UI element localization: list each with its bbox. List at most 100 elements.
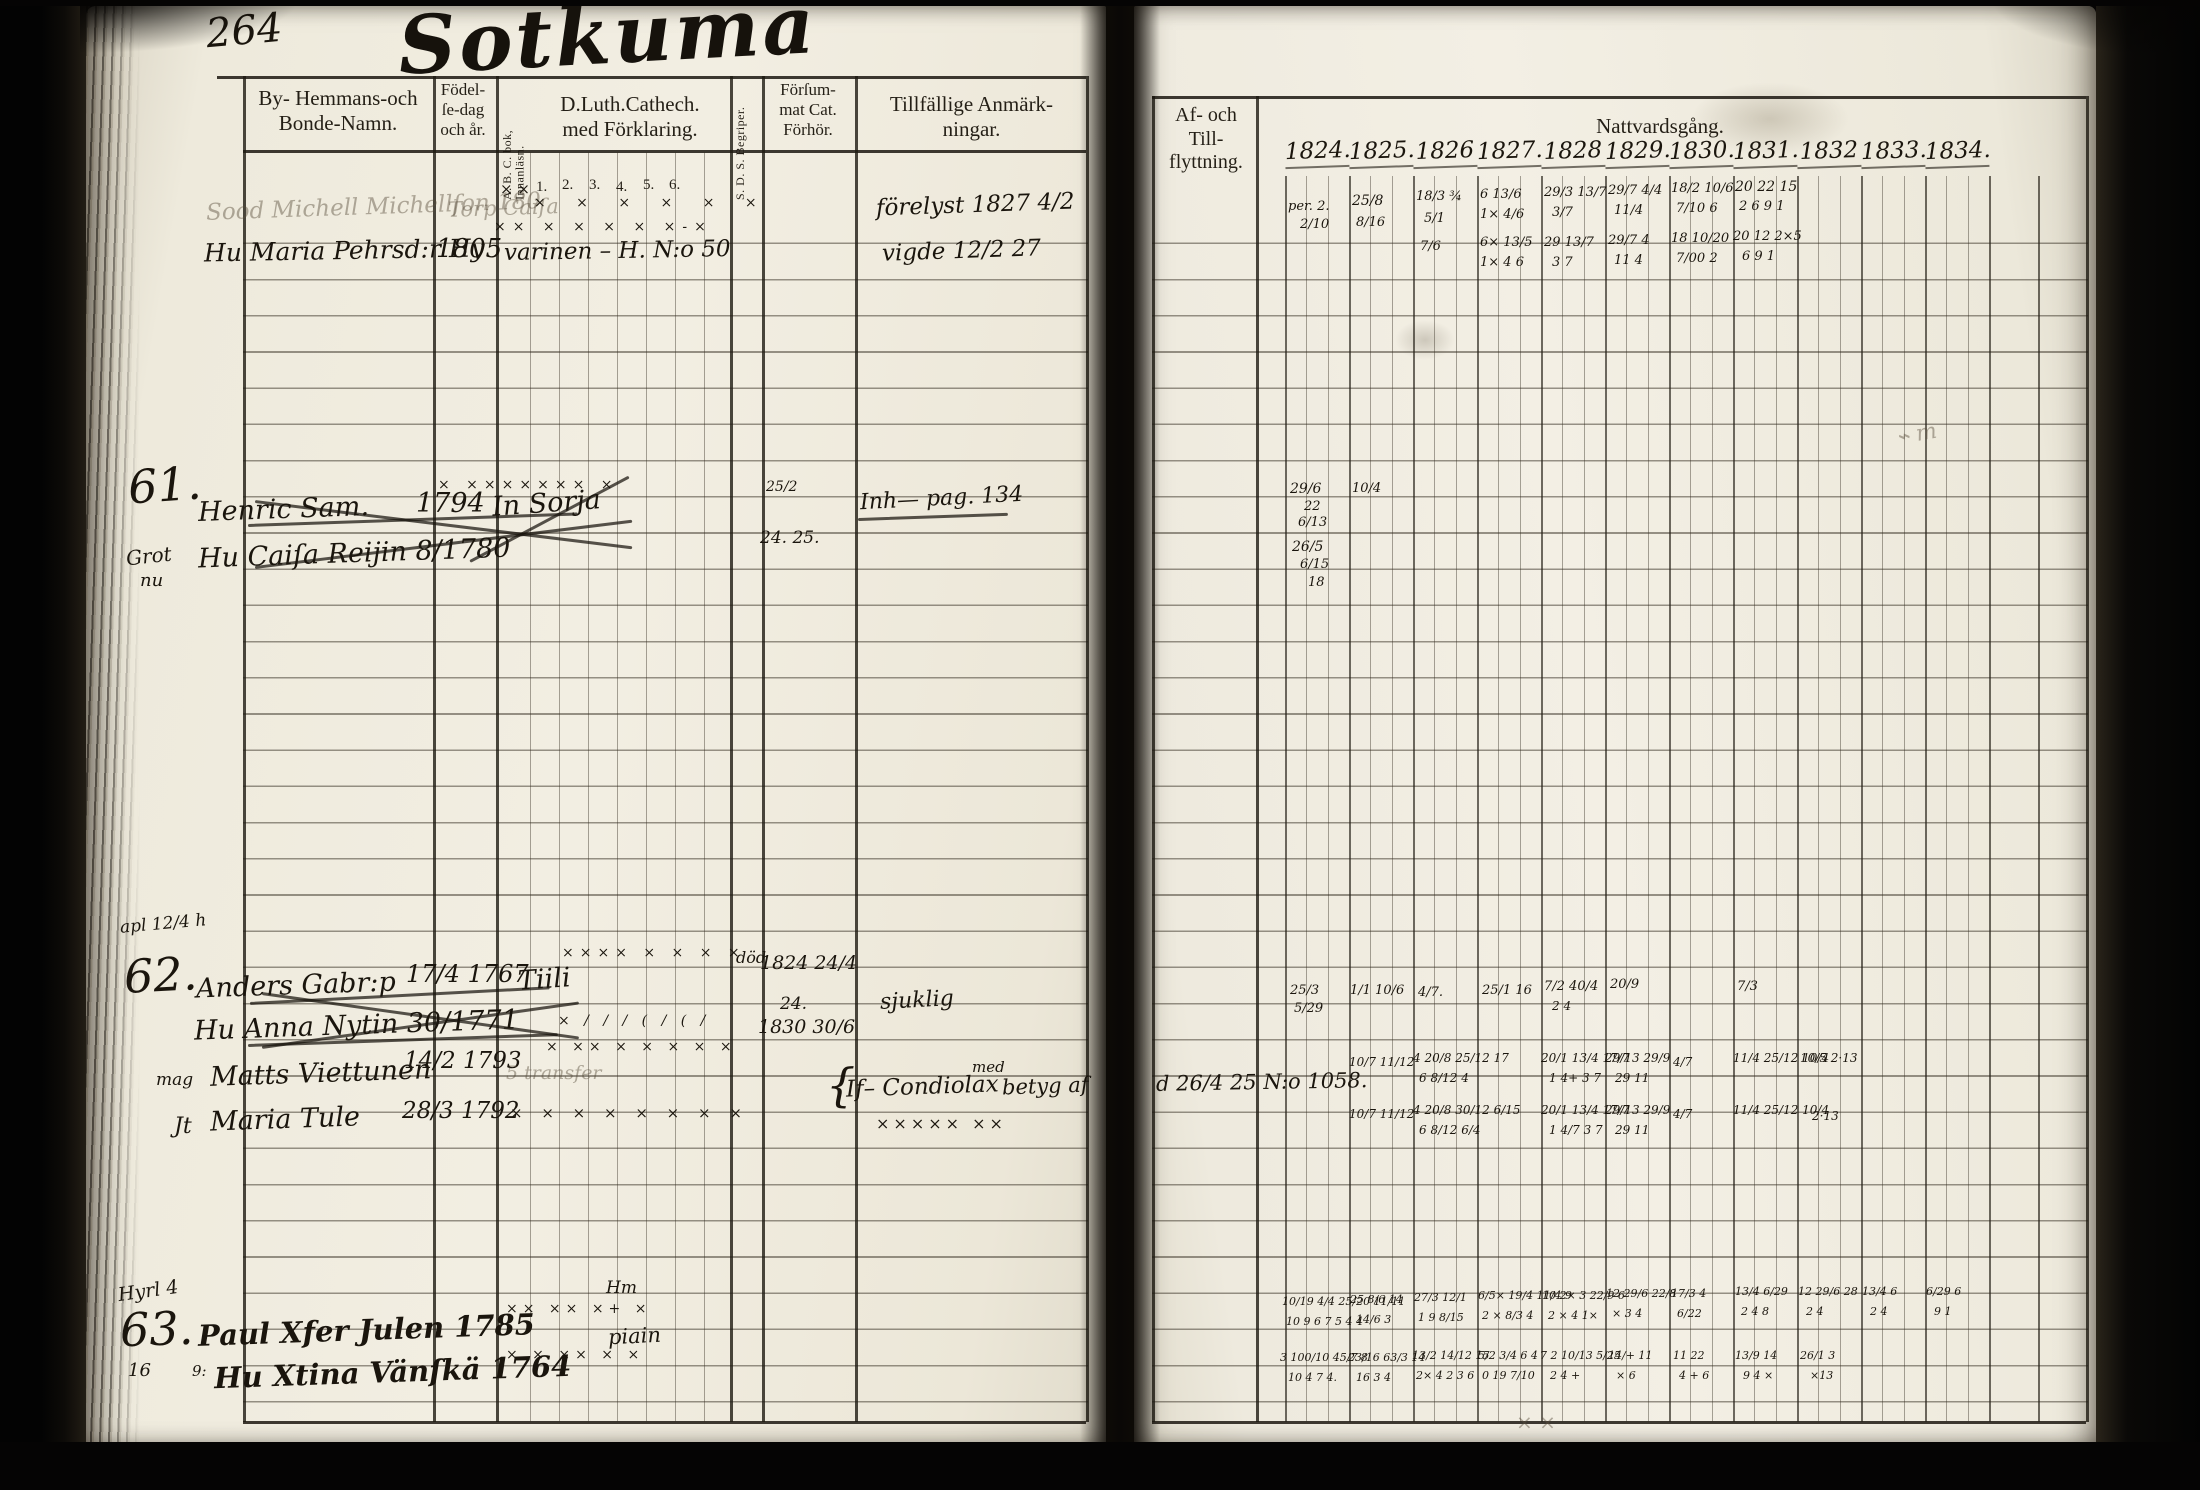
table-rule-vertical	[855, 76, 858, 1422]
communion-1828: 1 4+ 3 7	[1549, 1071, 1602, 1085]
communion-1829: 29/7 4/4	[1608, 183, 1663, 198]
communion-1826: 1 9 8/15	[1418, 1311, 1464, 1324]
entry-62-dau: Maria Tule	[209, 1101, 361, 1138]
col-header-name: By- Hemmans-och Bonde-Namn.	[258, 86, 418, 135]
communion-1829: 20/9	[1610, 977, 1640, 992]
communion-1828: 7/2 40/4	[1544, 979, 1599, 994]
catechism-marks: ×× × × × × ×-×	[494, 219, 713, 235]
communion-1830: 11 22	[1673, 1349, 1705, 1362]
communion-1831: 6 9 1	[1742, 249, 1776, 264]
table-rule-horizontal	[1152, 1421, 2086, 1424]
year-label-1826: 1826	[1412, 137, 1478, 170]
communion-1830: 4 + 6	[1679, 1369, 1710, 1382]
margin-note: nu	[140, 570, 164, 591]
entry-61-birth: 1794	[416, 488, 485, 519]
year-label-1825: 1825.	[1348, 137, 1415, 170]
year-subcolumn-line	[1690, 176, 1691, 1422]
year-subcolumn-line	[1456, 176, 1457, 1422]
communion-1824: 10 9 6 7 5 4 4	[1286, 1315, 1363, 1328]
year-column-line	[1797, 176, 1799, 1422]
communion-1830: 4/7	[1673, 1107, 1693, 1121]
year-column-line	[1349, 176, 1351, 1422]
communion-1827: 1× 4/6	[1480, 207, 1525, 222]
communion-1824: 10/19 4/4 25/20 11/11	[1282, 1295, 1406, 1308]
abc-marks: × ×	[500, 180, 530, 198]
catechism-marks: × × × × × ×	[534, 195, 770, 211]
catechism-sub-number: 6.	[669, 177, 681, 193]
communion-1825: 14/6 3	[1356, 1313, 1392, 1326]
col-header-nattvardsgang: Nattvardsgång.	[1596, 114, 1724, 138]
year-column-line	[1541, 176, 1543, 1422]
forhor-mark: 25/2	[766, 479, 798, 495]
communion-1826: 2× 4 2 3 6	[1416, 1369, 1475, 1382]
catechism-sub-number: 2.	[562, 177, 574, 193]
communion-1827: 6× 13/5	[1480, 235, 1533, 250]
communion-1830: 4/7	[1673, 1055, 1693, 1069]
forhor-dates: 24. 25.	[760, 528, 820, 548]
communion-1830: 17/3 4	[1671, 1287, 1707, 1300]
communion-1832: 10/5 2·13	[1800, 1051, 1858, 1065]
catechism-sub-number: 3.	[589, 177, 601, 193]
table-rule-vertical	[1256, 96, 1259, 1422]
table-rule-vertical-thin	[588, 152, 589, 1422]
margin-note: Grot	[124, 541, 173, 571]
catechism-marks: × ×× × × × × ×	[546, 1039, 737, 1055]
year-label-1831: 1831.	[1732, 137, 1799, 170]
remark-brace: {	[826, 1058, 856, 1112]
communion-1828: 29/3 13/7	[1544, 185, 1607, 200]
book-gutter	[1080, 0, 1160, 1456]
communion-1830: 18/2 10/6	[1671, 181, 1734, 196]
communion-1827: 2 × 8/3 4	[1482, 1309, 1534, 1322]
year-subcolumn-line	[1498, 176, 1499, 1422]
year-column-line	[1477, 176, 1479, 1422]
entry-row2-note: varinen – H. N:o 50	[503, 236, 731, 266]
communion-1826: 4/7.	[1418, 985, 1444, 1000]
entry-62-name: Anders Gabr:p	[195, 966, 397, 1005]
communion-1827: 0 19 7/10	[1482, 1369, 1535, 1382]
communion-1826: 6 8/12 6/4	[1419, 1123, 1481, 1137]
table-rule-vertical	[762, 76, 765, 1422]
communion-1825: 25/8	[1352, 193, 1384, 209]
catechism-marks: × × ×× × ×	[506, 1347, 645, 1363]
communion-1831: 2 6 9 1	[1739, 199, 1785, 214]
catechism-marks: × × × × × × × ×	[510, 1104, 749, 1122]
death-note: 1824 24/4	[760, 952, 858, 974]
death-note: 1830 30/6	[758, 1016, 856, 1038]
communion-1828: 20/1 13/4 17/7	[1541, 1103, 1630, 1117]
forhor-mark: Hm	[606, 1278, 637, 1298]
table-rule-horizontal	[243, 150, 1086, 153]
table-rule-vertical	[730, 76, 733, 1422]
communion-1825: 10/7 11/12	[1349, 1107, 1415, 1121]
communion-1826: 18/3 ¾	[1416, 189, 1462, 204]
year-column-line	[1733, 176, 1735, 1422]
entry-62-note: Tiili	[516, 962, 572, 997]
communion-1832: ×13	[1810, 1369, 1834, 1382]
communion-1829: 29 11	[1615, 1071, 1650, 1085]
communion-1831: 13/4 6/29	[1735, 1285, 1788, 1298]
year-subcolumn-line	[1648, 176, 1649, 1422]
catechism-marks: ×××× × × × ×	[562, 945, 746, 961]
communion-1826: 27/3 12/1	[1414, 1291, 1467, 1304]
year-column-line	[1925, 176, 1927, 1422]
entry-62-birth: 17/4 1767	[406, 960, 529, 988]
communion-1824: 6/13	[1298, 515, 1328, 530]
communion-1829: × 6	[1616, 1369, 1636, 1382]
communion-1833: 2 4	[1870, 1305, 1888, 1318]
table-rule-vertical-thin	[704, 152, 705, 1422]
communion-1829: × 3 4	[1612, 1307, 1643, 1320]
col-header-anmarkningar: Tillfällige Anmärk- ningar.	[889, 92, 1054, 141]
year-subcolumn-line	[1882, 176, 1883, 1422]
communion-1829: 29/13 29/9	[1605, 1051, 1671, 1065]
communion-1828: 3/7	[1552, 205, 1573, 220]
entry-61-name: Henric Sam.	[197, 491, 370, 528]
communion-1828: 3 7	[1552, 255, 1573, 270]
remark-62b2: betyg af	[1001, 1072, 1089, 1100]
communion-1832: 2 4	[1806, 1305, 1824, 1318]
communion-1831: 20 12 2×5	[1733, 229, 1802, 244]
year-subcolumn-line	[1818, 176, 1819, 1422]
flytt-62: d 26/4 25 N:o 1058.	[1155, 1068, 1368, 1096]
entry-row2-birth: 1805	[436, 234, 503, 264]
year-column-line	[1285, 176, 1287, 1422]
entry-61-number: 61.	[126, 455, 203, 515]
communion-1827: 6/5× 19/4 11/4 9	[1478, 1289, 1572, 1302]
